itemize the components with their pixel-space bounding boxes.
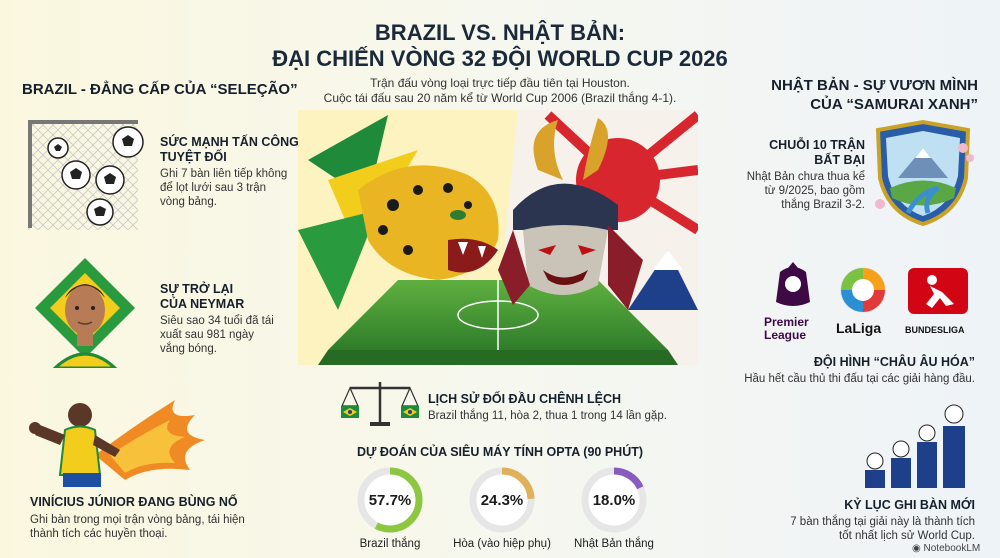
vinicius-illustration xyxy=(25,385,215,490)
prediction-donut-value: 24.3% xyxy=(481,492,524,509)
japan-item2-title: ĐỘI HÌNH “CHÂU ÂU HÓA” xyxy=(813,355,975,369)
japan-item1-title1: CHUỖI 10 TRẬN xyxy=(769,138,865,152)
brazil-item2-title2: CỦA NEYMAR xyxy=(160,297,245,311)
neymar-portrait xyxy=(30,248,140,370)
japan-item1-title2: BẤT BẠI xyxy=(814,153,865,167)
brazil-item1-line2: để lọt lưới sau 3 trận xyxy=(160,182,267,194)
brazil-item1-title1: SỨC MẠNH TẤN CÔNG xyxy=(160,135,299,149)
japan-item1-line2: từ 9/2025, bao gồm xyxy=(764,185,865,197)
brazil-item2-title1: SỰ TRỞ LẠI xyxy=(160,282,234,296)
hero-jaguar-vs-samurai xyxy=(298,110,702,365)
brazil-item2-line2: xuất sau 981 ngày xyxy=(160,329,254,341)
brazil-item3-line1: Ghi bàn trong mọi trận vòng bảng, tái hi… xyxy=(30,514,245,526)
laliga-logo: LaLiga xyxy=(832,265,894,345)
prediction-donut-arc xyxy=(357,467,423,533)
brazil-item1-line1: Ghi 7 bàn liên tiếp không xyxy=(160,168,288,180)
bundesliga-logo: BUNDESLIGA xyxy=(902,268,982,348)
page-title-line1: BRAZIL VS. NHẬT BẢN: xyxy=(374,20,626,45)
japan-heading-line2: CỦA “SAMURAI XANH” xyxy=(810,96,978,113)
subtitle-line2: Cuộc tái đấu sau 20 năm kể từ World Cup … xyxy=(323,91,677,105)
prediction-donut: 57.7% Brazil thắng xyxy=(340,465,440,550)
brazil-item3-title: VINÍCIUS JÚNIOR ĐANG BÙNG NỔ xyxy=(30,495,238,509)
prediction-donut: 18.0% Nhật Bản thắng xyxy=(564,465,664,550)
prediction-donut-label: Nhật Bản thắng xyxy=(574,538,654,550)
page-title-line2: ĐẠI CHIẾN VÒNG 32 ĐỘI WORLD CUP 2026 xyxy=(272,46,728,71)
bundesliga-label: BUNDESLIGA xyxy=(905,325,965,335)
brazil-item3-line2: thành tích các huyền thoại. xyxy=(30,528,168,540)
prediction-donut: 24.3% Hòa (vào hiệp phụ) xyxy=(452,465,552,550)
jaguar-icon xyxy=(358,165,499,280)
prediction-donut-label: Hòa (vào hiệp phụ) xyxy=(453,538,551,550)
goal-net-illustration xyxy=(28,120,148,230)
japan-heading-line1: NHẬT BẢN - SỰ VƯƠN MÌNH xyxy=(771,77,978,94)
notebooklm-icon: ◉ xyxy=(912,543,924,554)
premier-league-logo: Premier League xyxy=(762,262,824,342)
prediction-donut-label: Brazil thắng xyxy=(359,538,421,550)
h2h-body: Brazil thắng 11, hòa 2, thua 1 trong 14 … xyxy=(428,410,667,422)
brazil-heading: BRAZIL - ĐẲNG CẤP CỦA “SELEÇÃO” xyxy=(22,81,298,98)
h2h-title: LỊCH SỬ ĐỐI ĐẦU CHÊNH LỆCH xyxy=(428,392,622,406)
samurai-icon xyxy=(498,118,643,310)
premier-league-label2: League xyxy=(764,328,807,342)
soccer-ball-icon xyxy=(112,126,144,158)
prediction-heading: DỰ ĐOÁN CỦA SIÊU MÁY TÍNH OPTA (90 PHÚT) xyxy=(356,445,644,459)
brazil-item1-title2: TUYỆT ĐỐI xyxy=(160,150,227,164)
prediction-chart: 57.7% Brazil thắng 24.3% Hòa (vào hiệp phụ)… xyxy=(340,465,670,555)
japan-item3-title: KỶ LỤC GHI BÀN MỚI xyxy=(844,498,975,512)
prediction-donut-value: 18.0% xyxy=(593,492,636,509)
brazil-item2-line3: vắng bóng. xyxy=(160,343,217,355)
prediction-donut-arc xyxy=(469,467,535,533)
notebooklm-label: NotebookLM xyxy=(923,543,981,554)
japan-item1-line3: thắng Brazil 3-2. xyxy=(781,199,865,211)
laliga-label: LaLiga xyxy=(836,320,882,336)
premier-league-label1: Premier xyxy=(764,315,809,329)
prediction-donut-value: 57.7% xyxy=(369,492,412,509)
subtitle-line1: Trận đấu vòng loại trực tiếp đầu tiên tạ… xyxy=(370,76,630,90)
brazil-item1-line3: vòng bảng. xyxy=(160,196,217,208)
notebooklm-brand: ◉ NotebookLM xyxy=(912,543,980,554)
japan-item3-line1: 7 bàn thắng tại giải này là thành tích xyxy=(790,516,975,528)
prediction-donut-arc xyxy=(581,467,647,533)
brazil-item2-line1: Siêu sao 34 tuổi đã tái xyxy=(160,315,274,327)
japan-item2-line1: Hầu hết cầu thủ thi đấu tại các giải hàn… xyxy=(744,373,975,385)
japan-item3-line2: tốt nhất lịch sử World Cup. xyxy=(839,530,975,542)
record-goals-chart-icon xyxy=(860,400,975,490)
japan-crest-icon xyxy=(868,118,978,228)
scales-icon xyxy=(340,378,420,428)
japan-item1-line1: Nhật Bản chưa thua kể xyxy=(746,171,865,183)
